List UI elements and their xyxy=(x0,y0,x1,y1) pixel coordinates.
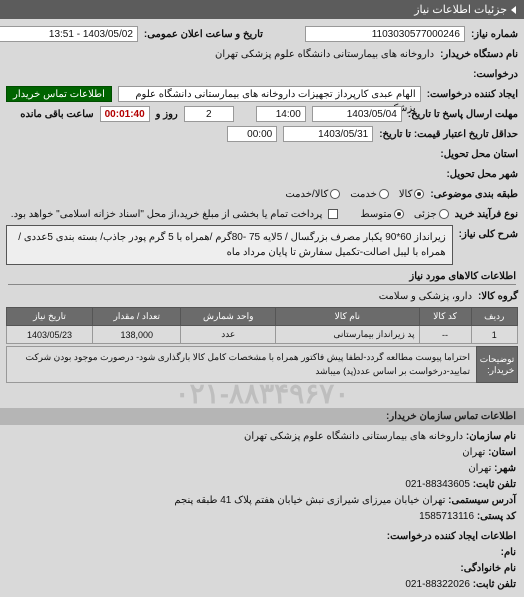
family-label: نام خانوادگی: xyxy=(460,563,516,574)
table-header-row: ردیف کد کالا نام کالا واحد شمارش تعداد /… xyxy=(7,308,518,326)
days-remaining: 2 xyxy=(184,106,234,122)
cell-date: 1403/05/23 xyxy=(7,326,93,344)
purchase-type-label: نوع فرآیند خرید xyxy=(455,209,518,220)
postal-value: 1585713116 xyxy=(419,511,474,522)
phone-label: تلفن ثابت: xyxy=(473,479,516,490)
days-remaining-label: روز و xyxy=(156,109,178,120)
org-label: نام سازمان: xyxy=(466,431,516,442)
packing-label: طبقه بندی موضوعی: xyxy=(430,189,518,200)
chevron-icon xyxy=(511,6,516,14)
phone-value: 88343605-021 xyxy=(405,479,470,490)
need-no-field[interactable]: 1103030577000246 xyxy=(305,26,465,42)
need-no-label: شماره نیاز: xyxy=(471,29,518,40)
col-name: نام کالا xyxy=(276,308,419,326)
name-label: نام: xyxy=(501,547,516,558)
request-label: درخواست: xyxy=(473,69,518,80)
isnad-note: پرداخت تمام یا بخشی از مبلغ خرید،از محل … xyxy=(11,209,323,220)
deadline-send-time[interactable]: 14:00 xyxy=(256,106,306,122)
time-remaining-suffix: ساعت باقی مانده xyxy=(20,109,93,120)
city-label: شهر محل تحویل: xyxy=(446,169,518,180)
col-row: ردیف xyxy=(471,308,517,326)
goods-group: دارو، پزشکی و سلامت xyxy=(379,291,472,302)
explain-body: احتراما پیوست مطالعه گردد-لطفا پیش فاکتو… xyxy=(6,346,476,383)
table-row[interactable]: 1 -- پد زیرانداز بیمارستانی عدد 138,000 … xyxy=(7,326,518,344)
state-label: استان: xyxy=(488,447,516,458)
radio-medium[interactable]: متوسط xyxy=(360,209,403,220)
need-title-box: زیرانداز 60*90 یکبار مصرف بزرگسال / 5لای… xyxy=(6,225,453,265)
category-radios: کالا خدمت کالا/خدمت xyxy=(285,189,424,200)
col-date: تاریخ نیاز xyxy=(7,308,93,326)
province-label: استان محل تحویل: xyxy=(440,149,518,160)
explain-row: توضیحات خریدار: احتراما پیوست مطالعه گرد… xyxy=(6,346,518,383)
buyer-name: داروخانه های بیمارستانی دانشگاه علوم پزش… xyxy=(215,49,434,60)
cell-name: پد زیرانداز بیمارستانی xyxy=(276,326,419,344)
phone2-label: تلفن ثابت: xyxy=(473,579,516,590)
radio-goods[interactable]: کالا xyxy=(399,189,425,200)
col-code: کد کالا xyxy=(419,308,471,326)
time-remaining: 00:01:40 xyxy=(100,106,150,122)
announce-label: تاریخ و ساعت اعلان عمومی: xyxy=(144,29,263,40)
buyer-name-label: نام دستگاه خریدار: xyxy=(440,49,518,60)
contact-city-label: شهر: xyxy=(494,463,516,474)
announce-field[interactable]: 1403/05/02 - 13:51 xyxy=(0,26,138,42)
contact-city-value: تهران xyxy=(468,463,491,474)
deadline-price-label: حداقل تاریخ اعتبار قیمت: تا تاریخ: xyxy=(379,129,518,140)
radio-both[interactable]: کالا/خدمت xyxy=(285,189,340,200)
subject-label: ایجاد کننده درخواست: xyxy=(427,89,518,100)
org-value: داروخانه های بیمارستانی دانشگاه علوم پزش… xyxy=(244,431,463,442)
isnad-checkbox[interactable] xyxy=(328,209,338,219)
cell-code: -- xyxy=(419,326,471,344)
creator-header: اطلاعات ایجاد کننده درخواست: xyxy=(8,529,516,545)
address-label: آدرس سیستمی: xyxy=(448,495,516,506)
deadline-price-date[interactable]: 1403/05/31 xyxy=(283,126,373,142)
radio-small[interactable]: جزئی xyxy=(414,209,449,220)
subject-field[interactable]: الهام عبدی کارپرداز تجهیزات داروخانه های… xyxy=(118,86,421,102)
explain-label: توضیحات خریدار: xyxy=(476,346,518,383)
cell-unit: عدد xyxy=(181,326,276,344)
goods-group-label: گروه کالا: xyxy=(478,291,518,302)
postal-label: کد پستی: xyxy=(477,511,516,522)
col-qty: تعداد / مقدار xyxy=(93,308,181,326)
details-header: جزئیات اطلاعات نیاز xyxy=(0,0,524,19)
cell-row: 1 xyxy=(471,326,517,344)
cell-qty: 138,000 xyxy=(93,326,181,344)
deadline-price-time[interactable]: 00:00 xyxy=(227,126,277,142)
goods-section-title: اطلاعات کالاهای مورد نیاز xyxy=(8,271,516,285)
contact-panel: نام سازمان: داروخانه های بیمارستانی دانش… xyxy=(0,425,524,597)
purchase-type-radios: جزئی متوسط xyxy=(360,209,448,220)
col-unit: واحد شمارش xyxy=(181,308,276,326)
deadline-send-date[interactable]: 1403/05/04 xyxy=(312,106,402,122)
state-value: تهران xyxy=(462,447,485,458)
deadline-send-label: مهلت ارسال پاسخ تا تاریخ: xyxy=(408,109,518,120)
contact-header: اطلاعات تماس سازمان خریدار: xyxy=(0,408,524,425)
address-value: تهران خیابان میرزای شیرازی نبش خیابان هف… xyxy=(174,495,445,506)
form-panel: شماره نیاز: 1103030577000246 تاریخ و ساع… xyxy=(0,19,524,408)
buyer-contact-button[interactable]: اطلاعات تماس خریدار xyxy=(6,86,112,102)
phone2-value: 88322026-021 xyxy=(405,579,470,590)
header-title: جزئیات اطلاعات نیاز xyxy=(414,3,507,16)
radio-service[interactable]: خدمت xyxy=(350,189,389,200)
goods-table: ردیف کد کالا نام کالا واحد شمارش تعداد /… xyxy=(6,307,518,344)
need-title-label: شرح کلی نیاز: xyxy=(459,225,518,240)
